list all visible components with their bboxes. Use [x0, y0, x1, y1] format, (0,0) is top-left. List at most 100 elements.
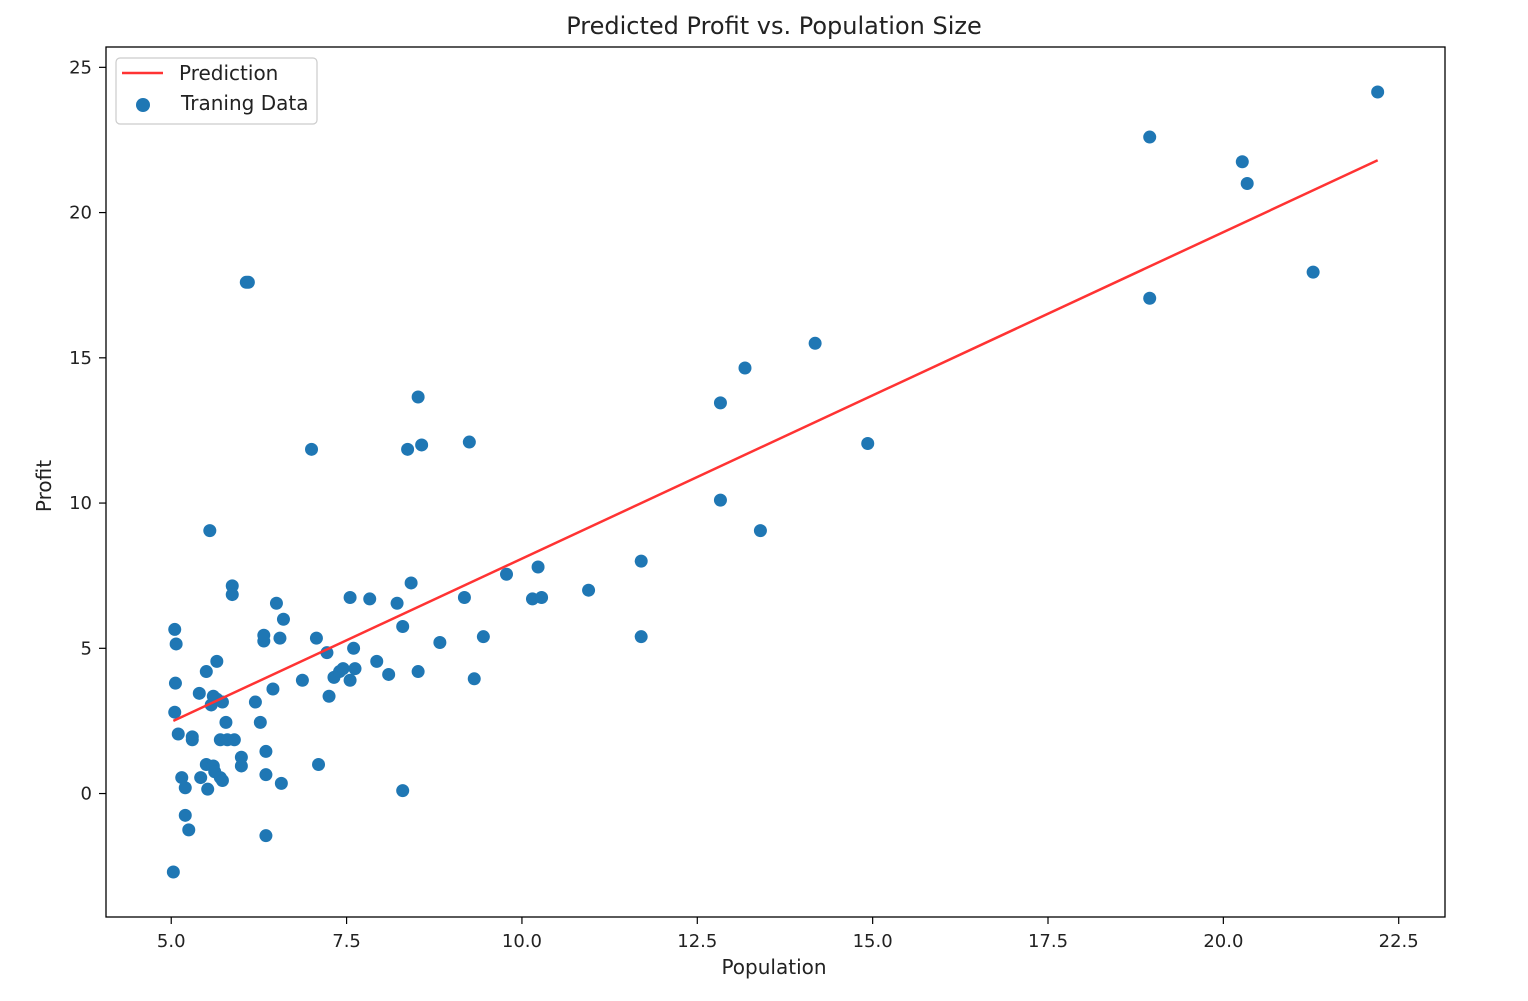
data-point [396, 784, 410, 798]
data-point [713, 396, 727, 410]
data-point [225, 588, 239, 602]
x-tick-label: 15.0 [853, 931, 893, 952]
data-point [370, 654, 384, 668]
data-point [401, 442, 415, 456]
data-point [309, 631, 323, 645]
data-point [203, 524, 217, 538]
data-point [411, 665, 425, 679]
data-point [178, 808, 192, 822]
x-tick-label: 5.0 [157, 931, 186, 952]
data-point [257, 628, 271, 642]
data-point [192, 686, 206, 700]
legend-training-label: Traning Data [180, 91, 308, 115]
data-point [201, 782, 215, 796]
x-tick-label: 22.5 [1379, 931, 1419, 952]
data-point [433, 635, 447, 649]
data-point [276, 612, 290, 626]
x-axis: 5.0 7.5 10.0 12.5 15.0 17.5 20.0 22.5 [157, 917, 1419, 952]
legend-prediction-label: Prediction [179, 61, 278, 85]
data-point [415, 438, 429, 452]
y-axis-label: Profit [32, 460, 56, 512]
data-point [634, 554, 648, 568]
data-point [535, 590, 549, 604]
data-point [168, 622, 182, 636]
data-point [1143, 130, 1157, 144]
data-point [1143, 291, 1157, 305]
data-point [259, 768, 273, 782]
data-point [1240, 177, 1254, 191]
data-point [320, 646, 334, 660]
prediction-line [172, 159, 1379, 723]
data-point [269, 596, 283, 610]
data-point [253, 715, 267, 729]
data-point [175, 771, 189, 785]
x-tick-label: 17.5 [1028, 931, 1068, 952]
data-point [336, 662, 350, 676]
x-tick-label: 12.5 [677, 931, 717, 952]
x-tick-label: 7.5 [332, 931, 361, 952]
data-point [266, 682, 280, 696]
data-point [239, 275, 253, 289]
data-point [295, 673, 309, 687]
data-point [713, 493, 727, 507]
data-point [168, 676, 182, 690]
data-point [274, 776, 288, 790]
data-point [168, 705, 182, 719]
training-data-points [166, 85, 1385, 879]
data-point [178, 781, 192, 795]
data-point [476, 630, 490, 644]
data-point [166, 865, 180, 879]
data-point [348, 662, 362, 676]
data-point [227, 733, 241, 747]
x-tick-label: 10.0 [502, 931, 542, 952]
data-point [210, 654, 224, 668]
data-point [582, 583, 596, 597]
legend: Prediction Traning Data [115, 57, 318, 125]
data-point [808, 336, 822, 350]
data-point [738, 361, 752, 375]
data-point [194, 771, 208, 785]
data-point [259, 829, 273, 843]
data-point [343, 673, 357, 687]
legend-box [115, 57, 318, 125]
y-tick-label: 0 [81, 784, 92, 805]
data-point [363, 592, 377, 606]
y-tick-label: 25 [69, 57, 92, 78]
data-point [500, 567, 514, 581]
data-point [343, 590, 357, 604]
y-axis: 0 5 10 15 20 25 [69, 57, 106, 805]
y-tick-label: 15 [69, 348, 92, 369]
data-point [1235, 155, 1249, 169]
y-tick-label: 20 [69, 203, 92, 224]
data-point [219, 715, 233, 729]
data-point [185, 733, 199, 747]
data-point [467, 672, 481, 686]
data-point [169, 637, 183, 651]
data-point [312, 757, 326, 771]
data-point [411, 390, 425, 404]
data-point [305, 442, 319, 456]
data-point [259, 744, 273, 758]
x-tick-label: 20.0 [1203, 931, 1243, 952]
y-tick-label: 10 [69, 493, 92, 514]
data-point [861, 437, 875, 451]
data-point [404, 576, 418, 590]
data-point [634, 630, 648, 644]
data-point [273, 631, 287, 645]
data-point [753, 524, 767, 538]
data-point [347, 641, 361, 655]
data-point [182, 823, 196, 837]
data-point [1371, 85, 1385, 99]
data-point [1306, 265, 1320, 279]
data-point [322, 689, 336, 703]
plot-frame [105, 46, 1446, 918]
data-point [171, 727, 185, 741]
data-point [457, 590, 471, 604]
data-point [199, 665, 213, 679]
data-point [248, 695, 262, 709]
x-axis-label: Population [721, 955, 826, 979]
data-point [215, 773, 229, 787]
data-point [396, 620, 410, 634]
data-point [234, 759, 248, 773]
